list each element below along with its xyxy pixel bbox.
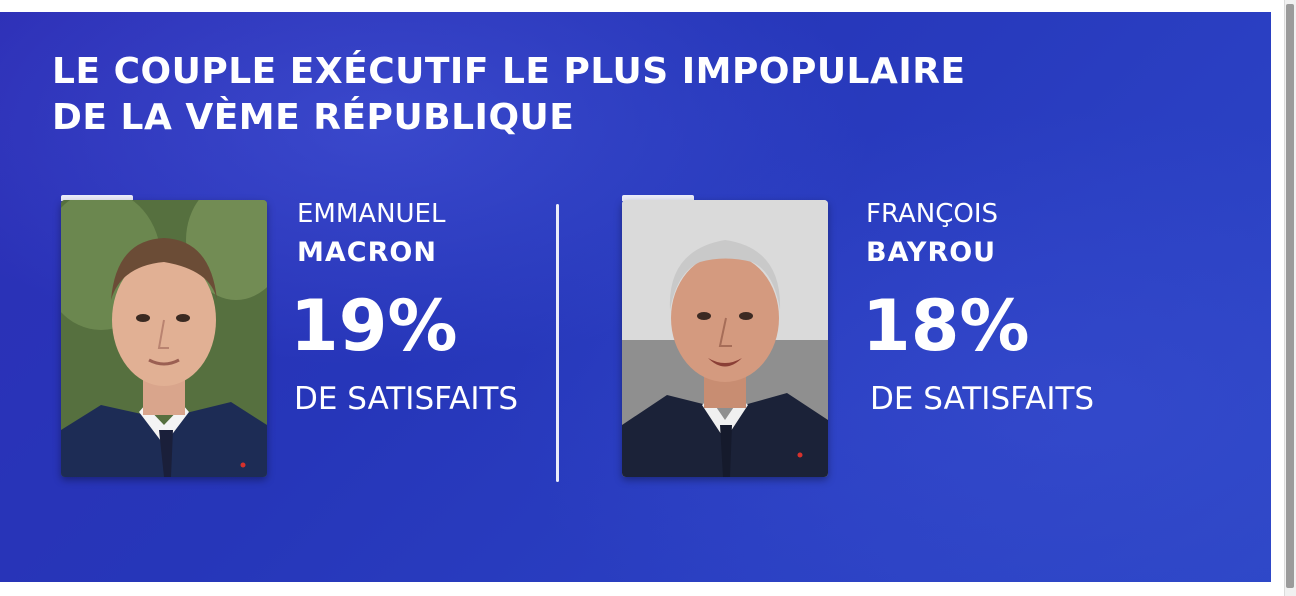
top-white-margin [0,0,1296,12]
last-name-bayrou: BAYROU [866,237,997,268]
vertical-divider [556,204,559,482]
last-name-macron: MACRON [297,237,437,268]
portrait-bayrou [622,200,828,477]
portrait-bayrou-illustration [622,200,828,477]
percent-bayrou: 18% [862,285,1030,367]
headline-line-2: DE LA VÈME RÉPUBLIQUE [52,97,575,138]
photo-tab-decoration [61,195,133,201]
scrollbar-thumb[interactable] [1286,4,1294,588]
percent-macron: 19% [290,285,458,367]
portrait-macron-illustration [61,200,267,477]
photo-tab-decoration [622,195,694,201]
first-name-bayrou: FRANÇOIS [866,199,998,229]
caption-bayrou: DE SATISFAITS [870,381,1095,417]
portrait-macron [61,200,267,477]
headline-line-1: LE COUPLE EXÉCUTIF LE PLUS IMPOPULAIRE [52,51,966,92]
caption-macron: DE SATISFAITS [294,381,519,417]
first-name-macron: EMMANUEL [297,199,446,229]
infographic-panel: LE COUPLE EXÉCUTIF LE PLUS IMPOPULAIRE D… [0,12,1271,582]
